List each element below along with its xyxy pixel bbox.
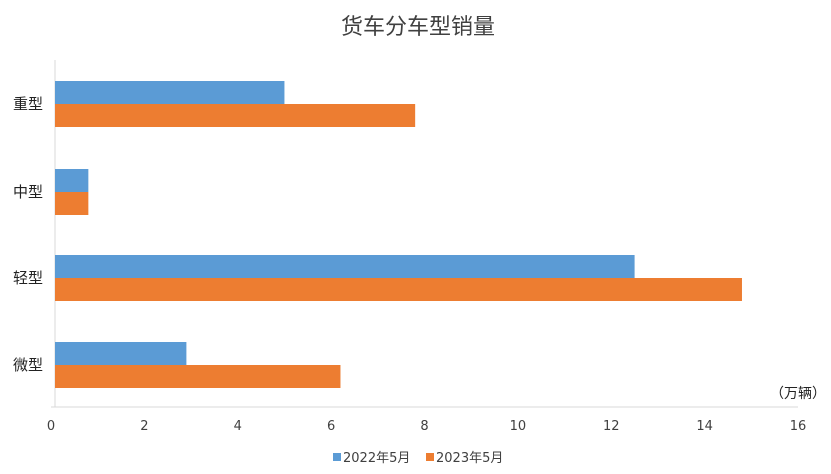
bar-series2-0 (55, 104, 416, 127)
x-tick-label: 16 (790, 419, 807, 434)
x-tick-label: 12 (603, 419, 620, 434)
legend: 2022年5月 2023年5月 (333, 451, 503, 466)
legend-label: 2022年5月 (343, 451, 410, 466)
x-tick-label: 4 (234, 419, 242, 434)
legend-label: 2023年5月 (436, 451, 503, 466)
bar-series1-3 (55, 342, 187, 365)
bar-series2-2 (55, 278, 742, 301)
legend-swatch (426, 453, 434, 461)
x-tick-label: 6 (327, 419, 335, 434)
x-tick-label: 2 (140, 419, 148, 434)
x-tick-label: 0 (47, 419, 55, 434)
x-tick-label: 14 (696, 419, 713, 434)
bar-series2-1 (55, 192, 89, 215)
chart-title: 货车分车型销量 (341, 15, 495, 40)
category-label: 微型 (13, 356, 43, 374)
x-tick-label: 8 (420, 419, 428, 434)
bar-series1-2 (55, 255, 635, 278)
bar-series2-3 (55, 365, 341, 388)
bar-series1-0 (55, 81, 285, 104)
x-tick-label: 10 (510, 419, 527, 434)
category-label: 轻型 (13, 269, 43, 287)
category-label: 中型 (13, 183, 43, 201)
bar-series1-1 (55, 169, 89, 192)
category-label: 重型 (13, 95, 43, 113)
legend-swatch (333, 453, 341, 461)
unit-label: （万辆） (770, 386, 826, 402)
